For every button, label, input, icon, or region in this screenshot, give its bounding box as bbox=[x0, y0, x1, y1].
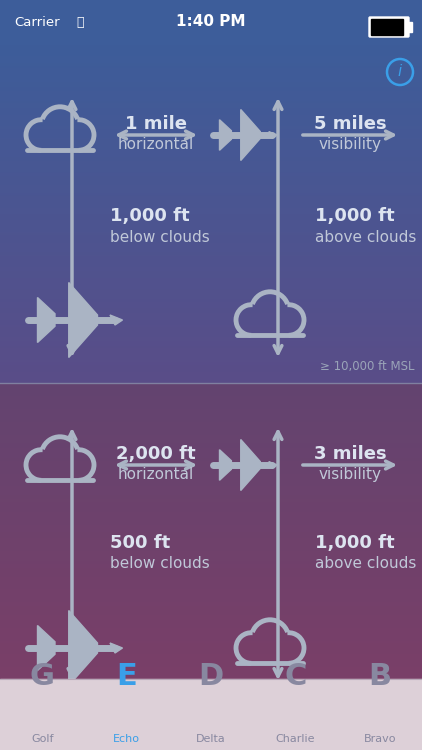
Text: horizontal: horizontal bbox=[118, 467, 194, 482]
Text: ᶏ: ᶏ bbox=[76, 16, 84, 28]
Text: 2,000 ft: 2,000 ft bbox=[116, 445, 196, 463]
Text: visibility: visibility bbox=[319, 137, 381, 152]
Polygon shape bbox=[269, 461, 277, 469]
Polygon shape bbox=[69, 610, 97, 686]
Text: 1 mile: 1 mile bbox=[125, 115, 187, 133]
Text: 1,000 ft: 1,000 ft bbox=[110, 208, 189, 226]
Text: above clouds: above clouds bbox=[315, 556, 417, 571]
Text: G: G bbox=[30, 662, 55, 691]
Text: ≥ 10,000 ft MSL: ≥ 10,000 ft MSL bbox=[319, 360, 414, 373]
Polygon shape bbox=[241, 110, 260, 160]
Polygon shape bbox=[219, 465, 231, 480]
Text: below clouds: below clouds bbox=[110, 556, 210, 571]
Text: Delta: Delta bbox=[196, 734, 226, 744]
Polygon shape bbox=[110, 643, 122, 653]
Bar bbox=[0, 679, 422, 750]
Text: Bravo: Bravo bbox=[363, 734, 396, 744]
Text: i: i bbox=[398, 64, 402, 80]
Polygon shape bbox=[38, 626, 55, 648]
Text: D: D bbox=[198, 662, 224, 691]
Text: B: B bbox=[368, 662, 391, 691]
Polygon shape bbox=[38, 320, 55, 343]
Text: Carrier: Carrier bbox=[14, 16, 60, 28]
Text: 3 miles: 3 miles bbox=[314, 445, 386, 463]
Text: Golf: Golf bbox=[31, 734, 54, 744]
Polygon shape bbox=[38, 648, 55, 670]
FancyBboxPatch shape bbox=[369, 17, 409, 37]
Polygon shape bbox=[219, 135, 231, 150]
Bar bbox=[408, 22, 412, 32]
Text: 1,000 ft: 1,000 ft bbox=[315, 208, 395, 226]
Bar bbox=[0, 0, 422, 44]
Text: C: C bbox=[284, 662, 307, 691]
Text: visibility: visibility bbox=[319, 467, 381, 482]
Polygon shape bbox=[219, 120, 231, 135]
Text: 5 miles: 5 miles bbox=[314, 115, 386, 133]
Text: 1,000 ft: 1,000 ft bbox=[315, 534, 395, 552]
Text: below clouds: below clouds bbox=[110, 230, 210, 244]
Text: E: E bbox=[116, 662, 137, 691]
Text: 1:40 PM: 1:40 PM bbox=[176, 14, 246, 29]
Polygon shape bbox=[269, 131, 277, 139]
Text: Charlie: Charlie bbox=[276, 734, 315, 744]
Polygon shape bbox=[219, 450, 231, 465]
Polygon shape bbox=[38, 298, 55, 320]
Polygon shape bbox=[110, 315, 122, 325]
Text: Echo: Echo bbox=[113, 734, 140, 744]
Bar bbox=[371, 19, 403, 35]
Polygon shape bbox=[69, 283, 97, 358]
Polygon shape bbox=[241, 440, 260, 491]
Text: horizontal: horizontal bbox=[118, 137, 194, 152]
Text: above clouds: above clouds bbox=[315, 230, 417, 244]
Text: 500 ft: 500 ft bbox=[110, 534, 170, 552]
